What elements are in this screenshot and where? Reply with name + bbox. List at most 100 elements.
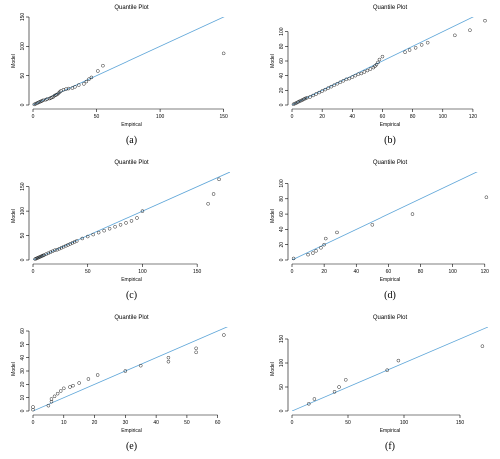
data-point [96, 69, 100, 73]
data-point [87, 77, 91, 81]
data-point [138, 363, 143, 368]
x-tick-label: 40 [153, 420, 159, 426]
data-point [368, 67, 373, 71]
data-point [62, 386, 66, 391]
panel-caption: (b) [384, 135, 396, 146]
panel-title: Quantile Plot [114, 5, 149, 11]
data-point [86, 377, 91, 381]
data-point [407, 48, 412, 52]
data-point [377, 57, 382, 62]
panel-a: Quantile Plot 0 50 100 150 0 50 100 150 Empirical… [11, 5, 228, 146]
y-tick-label: 10 [20, 395, 26, 401]
data-point [166, 355, 171, 360]
data-point [329, 84, 333, 89]
x-tick-label: 80 [410, 114, 416, 120]
data-point [376, 60, 380, 65]
y-tick-label: 0 [279, 258, 285, 261]
data-point [46, 403, 51, 408]
y-tick-label: 100 [279, 179, 285, 188]
data-point [291, 256, 296, 261]
data-point [194, 346, 198, 351]
data-point [419, 43, 424, 47]
data-point [306, 252, 310, 257]
y-tick-label: 40 [279, 226, 285, 232]
panel-c: Quantile Plot 0 50 100 150 0 50 100 150 Empirical… [11, 160, 230, 301]
data-point [337, 385, 341, 389]
x-tick-label: 100 [156, 114, 165, 120]
y-tick-label: 0 [279, 103, 285, 106]
x-tick-label: 60 [215, 420, 221, 426]
data-point [221, 51, 226, 56]
x-axis-label: Empirical [380, 428, 401, 434]
x-tick-label: 150 [219, 114, 228, 120]
data-point [385, 368, 389, 372]
data-point [118, 223, 123, 227]
x-axis-label: Empirical [121, 277, 142, 283]
x-tick-label: 20 [319, 114, 325, 120]
y-tick-label: 80 [279, 196, 285, 202]
data-point [483, 18, 487, 23]
data-point [311, 251, 315, 255]
x-tick-label: 100 [138, 269, 147, 275]
y-axis-label: Model [11, 209, 17, 223]
data-point [413, 46, 418, 50]
data-point [64, 244, 68, 248]
x-tick-label: 0 [291, 114, 294, 120]
data-point [101, 63, 105, 68]
x-tick-label: 120 [469, 114, 478, 120]
data-point [45, 97, 49, 101]
data-point [222, 333, 226, 337]
data-point [335, 230, 339, 235]
data-point [320, 89, 324, 93]
data-point [344, 378, 348, 382]
data-point [403, 50, 407, 54]
x-tick-label: 10 [61, 420, 67, 426]
x-tick-label: 50 [345, 420, 351, 426]
data-point [46, 251, 51, 255]
data-point [341, 79, 346, 83]
data-point [166, 359, 171, 364]
data-point [89, 75, 94, 80]
data-point [55, 247, 59, 252]
panel-caption: (d) [384, 290, 396, 301]
x-tick-label: 40 [353, 269, 359, 275]
data-point [66, 86, 71, 91]
x-tick-label: 150 [456, 420, 465, 426]
data-point [58, 389, 63, 393]
x-tick-label: 50 [184, 420, 190, 426]
data-point [323, 236, 328, 241]
x-tick-label: 60 [380, 114, 386, 120]
data-point [332, 83, 336, 87]
data-point [480, 344, 485, 348]
panel-title: Quantile Plot [114, 315, 149, 321]
data-point [468, 28, 472, 32]
data-point [338, 80, 342, 85]
data-point [129, 219, 134, 223]
data-point [77, 83, 81, 87]
panel-d: Quantile Plot 0 20 40 60 80 100 120 0 20 40 60 80 100… [270, 160, 489, 301]
data-point [211, 192, 216, 196]
y-tick-label: 0 [279, 409, 285, 412]
x-tick-label: 150 [193, 269, 202, 275]
y-tick-label: 0 [20, 103, 26, 106]
data-point [484, 195, 489, 200]
data-point [68, 242, 72, 246]
reference-line [33, 172, 230, 260]
data-point [425, 40, 430, 45]
y-tick-label: 20 [279, 242, 285, 248]
data-point [317, 90, 321, 95]
data-point [50, 249, 55, 253]
y-tick-label: 60 [20, 328, 26, 334]
x-tick-label: 0 [32, 269, 35, 275]
data-point [370, 223, 375, 227]
reference-line [33, 327, 228, 411]
data-point [326, 86, 330, 90]
panel-title: Quantile Plot [373, 160, 408, 166]
reference-line [33, 17, 225, 105]
x-tick-label: 120 [481, 269, 490, 275]
data-point [49, 399, 54, 404]
data-point [453, 33, 457, 38]
y-tick-label: 50 [20, 233, 26, 239]
panel-e: Quantile Plot 0 10 20 30 40 50 60 0 10 20 30 40 50 60 E… [11, 315, 228, 452]
data-point [353, 73, 358, 78]
